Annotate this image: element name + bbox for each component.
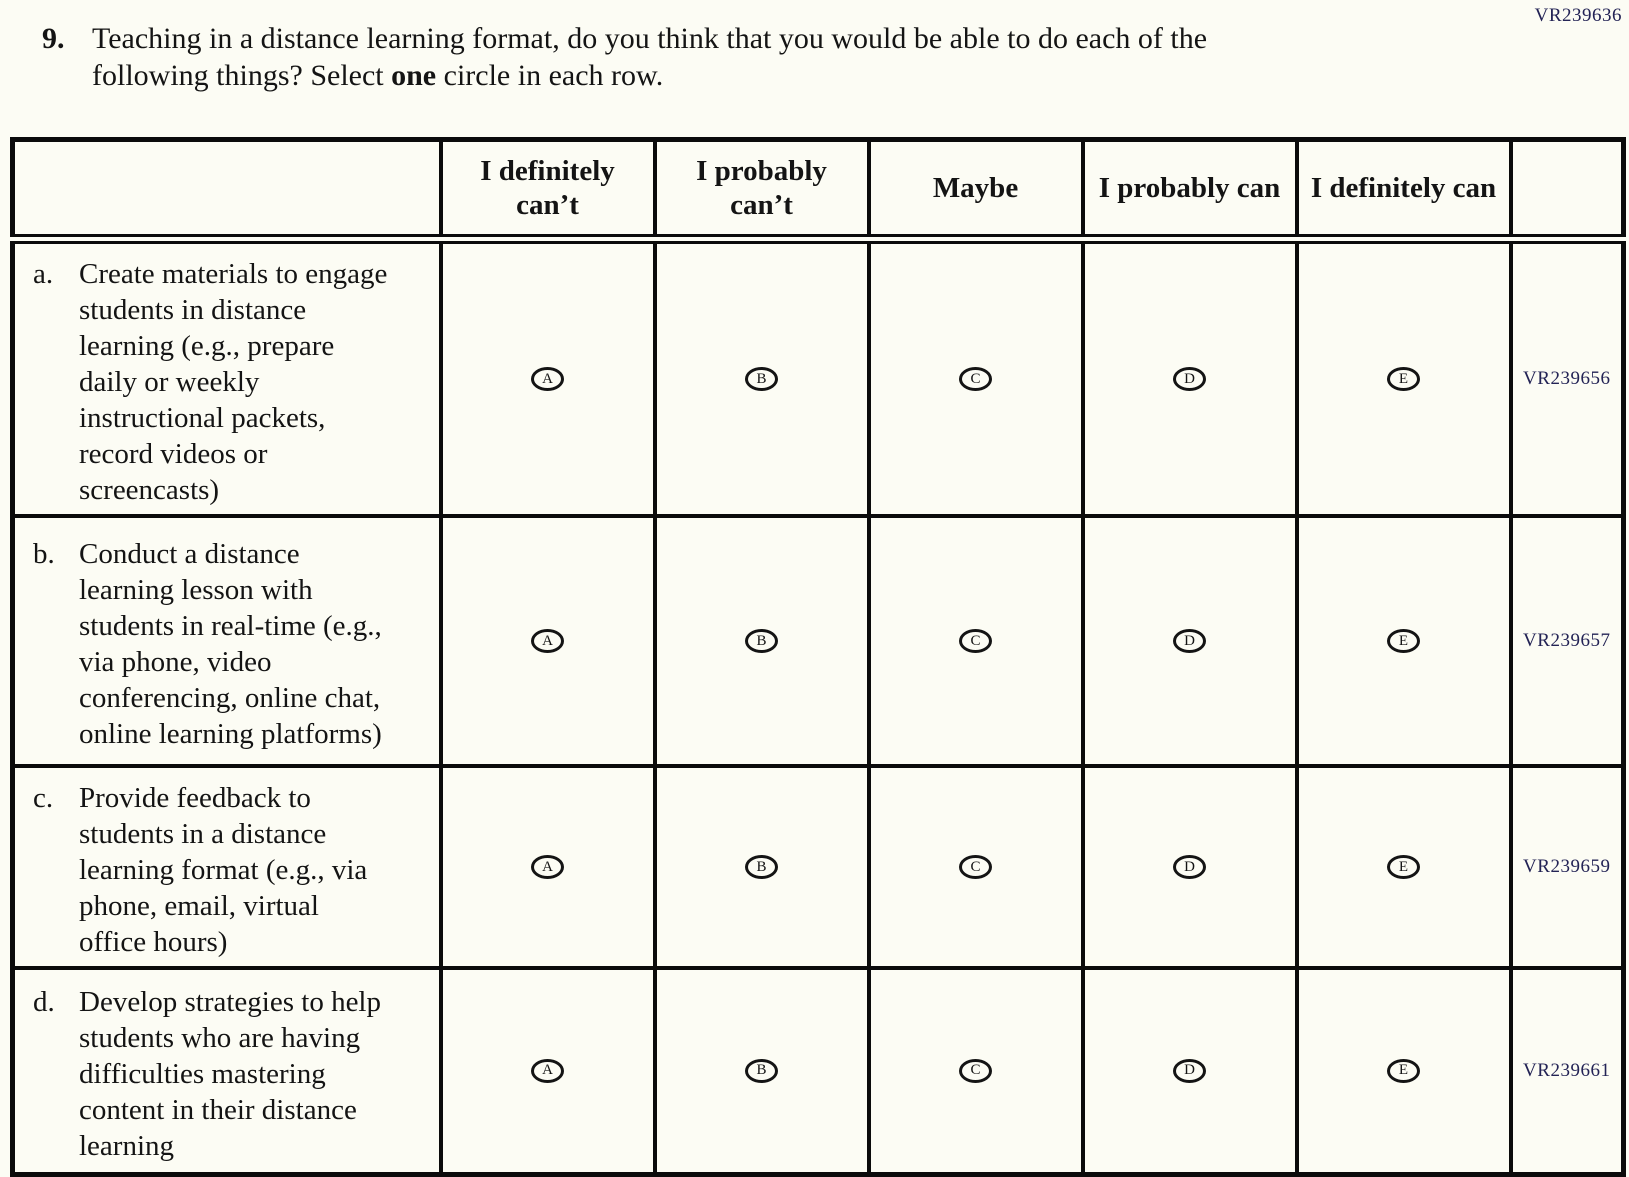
option-cell: C xyxy=(866,237,1085,518)
option-cell: A xyxy=(438,764,657,970)
item-cell-d: d. Develop strategies to help students w… xyxy=(10,966,443,1176)
row-item-text: Create materials to engage students in d… xyxy=(79,258,388,506)
question-text: Teaching in a distance learning format, … xyxy=(92,20,1297,94)
column-header-probably-can: I probably can xyxy=(1080,137,1299,244)
column-header-definitely-can: I definitely can xyxy=(1294,137,1513,244)
row-item-text: Develop strategies to help students who … xyxy=(79,985,381,1162)
answer-bubble-b-B[interactable]: B xyxy=(745,629,778,653)
answer-bubble-a-C[interactable]: C xyxy=(959,367,992,391)
answer-bubble-d-E[interactable]: E xyxy=(1387,1058,1420,1083)
column-header-maybe: Maybe xyxy=(866,137,1085,244)
code-cell: VR239659 xyxy=(1508,764,1626,970)
item-cell-b: b. Conduct a distance learning lesson wi… xyxy=(10,514,443,768)
row-vr-code: VR239656 xyxy=(1523,368,1611,389)
option-cell: E xyxy=(1294,237,1513,518)
option-cell: E xyxy=(1294,514,1513,768)
question-text-end: circle in each row. xyxy=(436,59,664,92)
row-letter: c. xyxy=(33,782,54,814)
answer-bubble-c-C[interactable]: C xyxy=(959,855,992,879)
answer-bubble-d-D[interactable]: D xyxy=(1173,1058,1206,1083)
option-cell: B xyxy=(652,514,871,768)
row-vr-code: VR239661 xyxy=(1523,1059,1611,1081)
row-letter: a. xyxy=(33,258,54,290)
answer-bubble-b-E[interactable]: E xyxy=(1387,629,1420,653)
answer-bubble-c-D[interactable]: D xyxy=(1173,855,1206,879)
column-header-definitely-cant: I definitely can’t xyxy=(438,137,657,244)
row-vr-code: VR239659 xyxy=(1523,856,1611,877)
table-row-b: b. Conduct a distance learning lesson wi… xyxy=(10,514,1626,768)
option-cell: A xyxy=(438,514,657,768)
answer-bubble-a-D[interactable]: D xyxy=(1173,367,1206,391)
row-item-text: Provide feedback to students in a distan… xyxy=(79,782,368,958)
table-row-c: c. Provide feedback to students in a dis… xyxy=(10,764,1626,970)
table-row-d: d. Develop strategies to help students w… xyxy=(10,966,1626,1176)
answer-bubble-a-A[interactable]: A xyxy=(531,367,564,391)
question-text-start: Teaching in a distance learning format, … xyxy=(92,22,1208,92)
row-letter: d. xyxy=(33,985,55,1018)
question-block: 9. Teaching in a distance learning forma… xyxy=(42,20,1297,94)
option-cell: C xyxy=(866,966,1085,1176)
header-row: I definitely can’t I probably can’t Mayb… xyxy=(10,137,1626,244)
page-vr-code: VR239636 xyxy=(1534,5,1622,26)
header-empty-item-cell xyxy=(10,137,443,244)
option-cell: B xyxy=(652,966,871,1176)
option-cell: D xyxy=(1080,966,1299,1176)
option-cell: A xyxy=(438,237,657,518)
option-cell: A xyxy=(438,966,657,1176)
answer-bubble-c-A[interactable]: A xyxy=(531,855,564,879)
answer-bubble-d-A[interactable]: A xyxy=(531,1058,564,1083)
answer-bubble-d-C[interactable]: C xyxy=(959,1058,992,1083)
column-header-probably-cant: I probably can’t xyxy=(652,137,871,244)
option-cell: D xyxy=(1080,237,1299,518)
code-cell: VR239656 xyxy=(1508,237,1626,518)
option-cell: C xyxy=(866,764,1085,970)
table-row-a: a. Create materials to engage students i… xyxy=(10,237,1626,518)
item-cell-c: c. Provide feedback to students in a dis… xyxy=(10,764,443,970)
option-cell: D xyxy=(1080,764,1299,970)
row-vr-code: VR239657 xyxy=(1523,630,1611,651)
option-cell: B xyxy=(652,237,871,518)
question-number: 9. xyxy=(42,22,65,55)
answer-bubble-a-B[interactable]: B xyxy=(745,367,778,391)
answer-bubble-c-B[interactable]: B xyxy=(745,855,778,879)
question-bold-word: one xyxy=(391,59,437,92)
answer-bubble-b-D[interactable]: D xyxy=(1173,629,1206,653)
answer-bubble-a-E[interactable]: E xyxy=(1387,367,1420,391)
code-cell: VR239657 xyxy=(1508,514,1626,768)
response-table: I definitely can’t I probably can’t Mayb… xyxy=(10,137,1626,1177)
answer-bubble-c-E[interactable]: E xyxy=(1387,855,1420,879)
row-letter: b. xyxy=(33,538,55,570)
answer-bubble-d-B[interactable]: B xyxy=(745,1058,778,1083)
option-cell: B xyxy=(652,764,871,970)
item-cell-a: a. Create materials to engage students i… xyxy=(10,237,443,518)
answer-bubble-b-C[interactable]: C xyxy=(959,629,992,653)
option-cell: E xyxy=(1294,764,1513,970)
row-item-text: Conduct a distance learning lesson with … xyxy=(79,538,382,750)
option-cell: D xyxy=(1080,514,1299,768)
header-empty-code-cell xyxy=(1508,137,1626,244)
option-cell: E xyxy=(1294,966,1513,1176)
option-cell: C xyxy=(866,514,1085,768)
code-cell: VR239661 xyxy=(1508,966,1626,1176)
answer-bubble-b-A[interactable]: A xyxy=(531,629,564,653)
